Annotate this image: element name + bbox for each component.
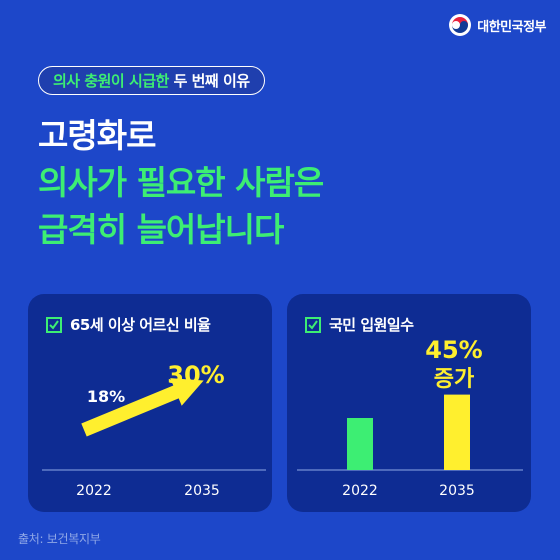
x-tick-label: 2022 [76,483,112,499]
headline-line3: 급격히 늘어납니다 [38,210,284,249]
x-tick-label: 2035 [184,483,220,499]
card-title: 국민 입원일수 [305,314,414,335]
chart2-title: 국민 입원일수 [329,316,414,334]
checkbox-icon [305,316,321,333]
hospital-days-chart: 2022 2035 45% 증가 [297,336,523,499]
bar-2035 [444,394,470,470]
elderly-ratio-card: 18% 30% 2022 2035 65세 이상 어르신 비율 [28,294,272,512]
headline-line2: 의사가 필요한 사람은 [38,163,324,202]
elderly-ratio-chart: 18% 30% 2022 2035 [42,361,266,499]
reason-tag: 의사 충원이 시급한 두 번째 이유 [38,66,265,95]
checkbox-icon [46,316,62,333]
value-label-2035: 30% [167,361,224,389]
bar-2022 [347,418,373,470]
source-note: 출처: 보건복지부 [18,532,101,546]
tag-part1: 의사 충원이 시급한 [53,72,169,90]
hospital-days-card: 2022 2035 45% 증가 국민 입원일수 [287,294,531,512]
headline-line1: 고령화로 [38,116,156,155]
trend-arrow [81,378,204,437]
taegeuk-icon [449,14,472,36]
chart1-title: 65세 이상 어르신 비율 [70,316,211,334]
x-tick-label: 2022 [342,483,378,499]
organization-name: 대한민국정부 [477,19,546,35]
value-label-2022: 18% [87,387,125,406]
tag-part2: 두 번째 이유 [173,72,250,90]
card-title: 65세 이상 어르신 비율 [46,314,211,335]
gov-logo: 대한민국정부 [449,14,546,36]
x-tick-label: 2035 [439,483,475,499]
increase-annotation-percent: 45% [425,336,482,364]
increase-annotation-word: 증가 [434,367,474,392]
headline: 고령화로 의사가 필요한 사람은 급격히 늘어납니다 [38,112,324,253]
